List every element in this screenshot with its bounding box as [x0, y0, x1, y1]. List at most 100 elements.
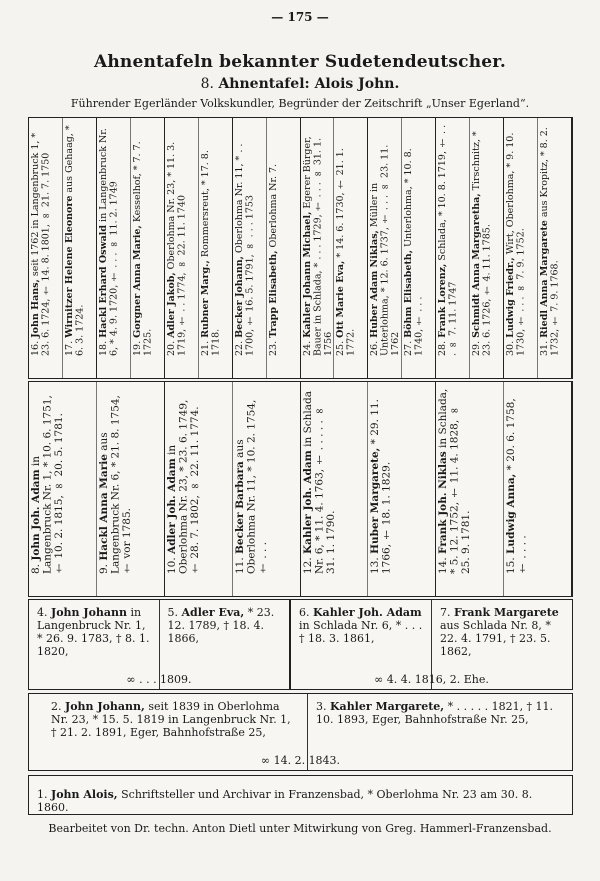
- person-name: John Joh. Adam: [30, 469, 42, 561]
- ancestor-cell: 28. Frank Lorenz, Schlada, * 10. 8. 1719…: [436, 118, 471, 378]
- ancestor-cell: 23. Trapp Elisabeth, Oberlohma Nr. 7.: [267, 118, 301, 378]
- person-name: Adler Eva,: [181, 606, 245, 619]
- person-number: 23.: [267, 340, 279, 356]
- person-entry: 7. Frank Margarete aus Schlada Nr. 8, * …: [432, 600, 572, 689]
- person-number: 30.: [505, 340, 517, 356]
- person-name: John Johann,: [65, 700, 145, 713]
- person-number: 16.: [30, 340, 41, 356]
- person-name: Wirnitzer Helene Eleonore: [63, 195, 75, 338]
- person-name: Hackl Anna Marie: [97, 454, 110, 561]
- person-name: John Alois,: [51, 788, 118, 801]
- couple-box: 6. Kahler Joh. Adam in Schlada Nr. 6, * …: [290, 599, 573, 690]
- person-entry: 17. Wirnitzer Helene Eleonore aus Gehaag…: [63, 124, 94, 356]
- person-name: Adler Joh. Adam: [165, 458, 178, 554]
- person-entry: 24. Kahler Johann Michael, Egerer Bürger…: [301, 124, 334, 356]
- person-details: aus Schlada Nr. 8, * 22. 4. 1791, † 23. …: [440, 619, 551, 658]
- person-name: Gorgner Anna Marie,: [131, 225, 143, 338]
- person-entry: 8. John Joh. Adam in Langenbruck Nr. 1, …: [30, 388, 94, 574]
- person-number: 22.: [233, 340, 245, 356]
- person-details: Oberlohma Nr. 7.: [267, 163, 279, 251]
- person-entry: 5. Adler Eva, * 23. 12. 1789, † 18. 4. 1…: [160, 600, 290, 689]
- person-name: Frank Margarete: [454, 606, 559, 619]
- person-name: John Johann: [51, 606, 128, 619]
- person-entry: 21. Rubner Marg., Rommersreut, * 17. 8. …: [199, 124, 230, 356]
- person-number: 14.: [437, 557, 450, 574]
- ancestor-cell: 18. Hackl Erhard Oswald in Langenbruck N…: [97, 118, 131, 378]
- ancestor-cell: 12. Kahler Joh. Adam in Schlada Nr. 6, *…: [301, 382, 369, 596]
- marriage-date: ∞ 4. 4. 1816, 2. Ehe.: [374, 673, 489, 686]
- person-details: in Langenbruck Nr. 1, * 26. 9. 1783, † 8…: [37, 606, 150, 658]
- parents-box: 2. John Johann, seit 1839 in Oberlohma N…: [28, 693, 573, 771]
- person-name: Becker Johann,: [233, 256, 245, 338]
- ancestor-cell: 15. Ludwig Anna, * 20. 6. 1758, † . . . …: [504, 382, 572, 596]
- person-number: 1.: [37, 788, 48, 801]
- person-entry: 12. Kahler Joh. Adam in Schlada Nr. 6, *…: [301, 388, 366, 574]
- generation-3-row: 4. John Johann in Langenbruck Nr. 1, * 2…: [28, 599, 573, 690]
- ancestor-cell: 25. Ott Marie Eva, * 14. 6. 1730, † 21. …: [334, 118, 369, 378]
- person-details: seit 1839 in Oberlohma Nr. 23, * 15. 5. …: [51, 700, 291, 739]
- person-number: 18.: [97, 340, 109, 356]
- ancestor-cell: 19. Gorgner Anna Marie, Kesselhof, * 7. …: [131, 118, 165, 378]
- person-entry: 6. Kahler Joh. Adam in Schlada Nr. 6, * …: [291, 600, 432, 689]
- person-details: Schriftsteller und Archivar in Franzensb…: [37, 788, 533, 814]
- person-entry: 20. Adler Jakob, Oberlohma Nr. 23, * 11.…: [165, 124, 196, 356]
- person-number: 7.: [440, 606, 451, 619]
- ancestor-cell: 24. Kahler Johann Michael, Egerer Bürger…: [301, 118, 335, 378]
- person-entry: 2. John Johann, seit 1839 in Oberlohma N…: [29, 694, 308, 770]
- person-entry: 14. Frank Joh. Niklas in Schlada, * 5. 1…: [437, 388, 501, 574]
- person-entry: 19. Gorgner Anna Marie, Kesselhof, * 7. …: [131, 124, 162, 356]
- person-entry: 16. John Hans, seit 1762 in Langenbruck …: [30, 124, 60, 356]
- person-entry: 25. Ott Marie Eva, * 14. 6. 1730, † 21. …: [335, 124, 365, 356]
- person-name: Rubner Marg.,: [199, 260, 211, 338]
- ancestor-cell: 17. Wirnitzer Helene Eleonore aus Gehaag…: [63, 118, 97, 378]
- person-name: Kahler Margarete,: [330, 700, 445, 713]
- person-details: * . . . . . 1821, † 11. 10. 1893, Eger, …: [316, 700, 554, 726]
- person-entry: 4. John Johann in Langenbruck Nr. 1, * 2…: [29, 600, 160, 689]
- person-number: 3.: [316, 700, 327, 713]
- ancestor-cell: 26. Huber Adam Niklas, Müller in Unterlo…: [368, 118, 403, 378]
- ancestor-cell: 22. Becker Johann, Oberlohma Nr. 11, * .…: [233, 118, 267, 378]
- person-entry: 15. Ludwig Anna, * 20. 6. 1758, † . . . …: [505, 388, 569, 574]
- person-name: Hackl Erhard Oswald: [97, 224, 109, 338]
- person-entry: 26. Huber Adam Niklas, Müller in Unterlo…: [369, 124, 401, 356]
- person-details: in Schlada Nr. 6, * . . . † 18. 3. 1861,: [299, 619, 423, 645]
- person-number: 9.: [97, 563, 110, 574]
- person-name: Ott Marie Eva,: [335, 260, 347, 338]
- couple-box: 4. John Johann in Langenbruck Nr. 1, * 2…: [28, 599, 290, 690]
- person-name: Kahler Johann Michael,: [301, 211, 313, 338]
- person-number: 12.: [301, 557, 314, 574]
- person-entry: 23. Trapp Elisabeth, Oberlohma Nr. 7.: [267, 124, 298, 356]
- person-name: Kahler Joh. Adam: [313, 606, 422, 619]
- person-name: Frank Joh. Niklas: [437, 451, 450, 554]
- ancestor-cell: 10. Adler Joh. Adam in Oberlohma Nr. 23,…: [165, 382, 233, 596]
- marriage-date: ∞ . . . 1809.: [126, 673, 192, 686]
- ancestor-cell: 27. Böhm Elisabeth, Unterlohma, * 10. 8.…: [402, 118, 437, 378]
- person-number: 2.: [51, 700, 62, 713]
- person-name: Trapp Elisabeth,: [267, 250, 279, 338]
- generation-5-table: 16. John Hans, seit 1762 in Langenbruck …: [28, 117, 573, 379]
- person-number: 31.: [539, 340, 551, 356]
- generation-1-row: 1. John Alois, Schriftsteller und Archiv…: [28, 775, 573, 815]
- person-entry: 29. Schmidt Anna Margaretha, Tirschnitz,…: [471, 124, 501, 356]
- ancestor-cell: 8. John Joh. Adam in Langenbruck Nr. 1, …: [29, 382, 97, 596]
- subtitle-number: 8.: [200, 76, 214, 92]
- person-number: 19.: [131, 340, 143, 356]
- ancestor-cell: 11. Becker Barbara aus Oberlohma Nr. 11,…: [233, 382, 301, 596]
- subtitle-label: Ahnentafel: Alois John.: [218, 76, 400, 92]
- person-name: John Hans,: [30, 279, 41, 338]
- person-number: 24.: [301, 340, 313, 356]
- person-number: 21.: [199, 340, 211, 356]
- person-entry: 18. Hackl Erhard Oswald in Langenbruck N…: [97, 124, 128, 356]
- person-number: 4.: [37, 606, 48, 619]
- person-entry: 27. Böhm Elisabeth, Unterlohma, * 10. 8.…: [403, 124, 433, 356]
- description: Führender Egerländer Volkskundler, Begrü…: [70, 97, 530, 110]
- ancestor-cell: 29. Schmidt Anna Margaretha, Tirschnitz,…: [470, 118, 505, 378]
- subtitle: 8. Ahnentafel: Alois John.: [0, 76, 600, 92]
- ancestor-cell: 9. Hackl Anna Marie aus Langenbruck Nr. …: [97, 382, 165, 596]
- person-number: 10.: [165, 557, 178, 574]
- marriage-date: ∞ 14. 2. 1843.: [260, 754, 341, 767]
- generation-4-table: 8. John Joh. Adam in Langenbruck Nr. 1, …: [28, 381, 573, 597]
- person-entry: 9. Hackl Anna Marie aus Langenbruck Nr. …: [97, 388, 162, 574]
- person-entry: 28. Frank Lorenz, Schlada, * 10. 8. 1719…: [437, 124, 467, 356]
- person-name: Adler Jakob,: [165, 272, 177, 338]
